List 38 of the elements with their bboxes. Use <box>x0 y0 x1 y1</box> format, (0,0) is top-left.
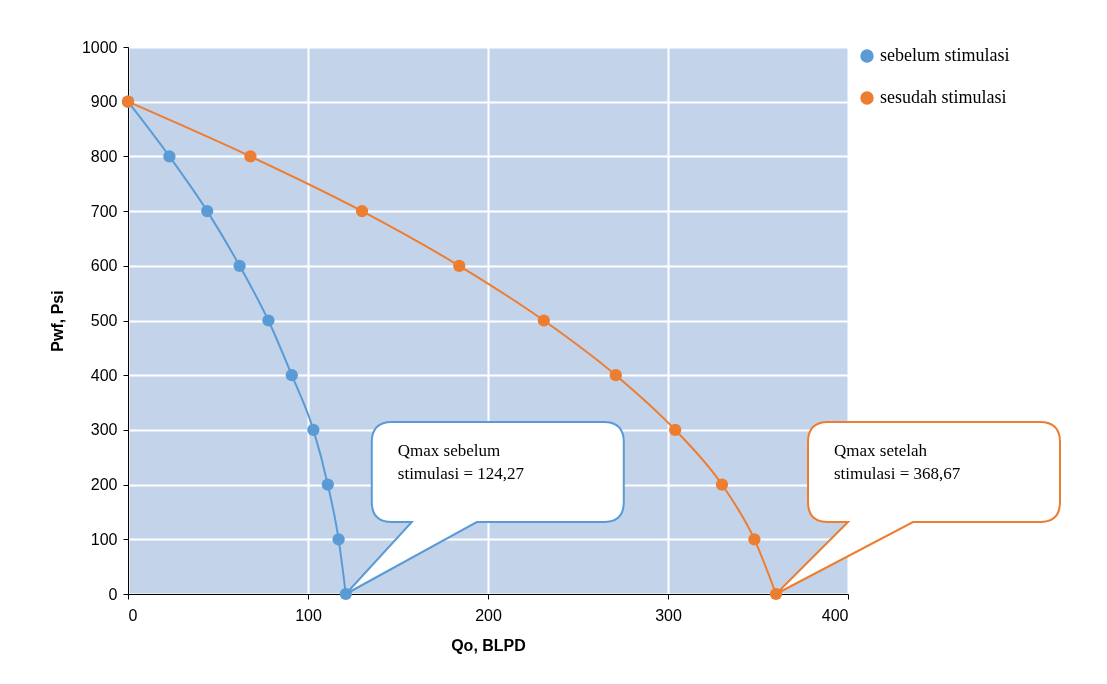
y-tick-label: 400 <box>90 366 118 384</box>
y-axis-title: Pwf, Psi <box>48 290 66 352</box>
annotation: Qmax sebelum stimulasi = 124,27 <box>397 440 526 485</box>
annotation: Qmax setelah stimulasi = 368,67 <box>834 440 962 485</box>
point <box>285 369 298 382</box>
point <box>453 259 466 272</box>
point <box>262 314 275 327</box>
point <box>355 204 369 218</box>
point <box>201 204 214 218</box>
y-tick-label: 300 <box>90 421 118 439</box>
y-tick-label: 500 <box>90 312 118 329</box>
point <box>244 150 257 163</box>
point <box>307 423 320 437</box>
x-tick-label: 0 <box>128 606 138 624</box>
y-tick-label: 800 <box>90 147 118 165</box>
x-tick-label: 200 <box>475 606 502 624</box>
y-tick-label: 1000 <box>81 38 118 56</box>
point <box>332 533 345 546</box>
point <box>609 369 622 382</box>
y-tick-label: 900 <box>90 93 118 111</box>
point <box>748 533 761 546</box>
y-tick-label: 700 <box>90 202 118 220</box>
point <box>233 259 246 272</box>
x-tick-label: 300 <box>655 606 682 624</box>
x-axis-title: Qo, BLPD <box>451 636 526 654</box>
x-tick-label: 100 <box>295 606 322 624</box>
point <box>715 478 729 491</box>
x-tick-label: 400 <box>821 606 849 624</box>
y-tick-label: 0 <box>108 585 118 603</box>
point <box>669 423 682 437</box>
point <box>537 314 550 327</box>
y-tick-label: 200 <box>90 476 118 494</box>
point <box>163 150 176 163</box>
point <box>321 478 334 491</box>
legend-label: sebelum stimulasi <box>880 45 1010 65</box>
y-tick-label: 100 <box>90 530 118 548</box>
legend-label: sesudah stimulasi <box>880 87 1007 107</box>
y-tick-label: 600 <box>90 257 118 275</box>
